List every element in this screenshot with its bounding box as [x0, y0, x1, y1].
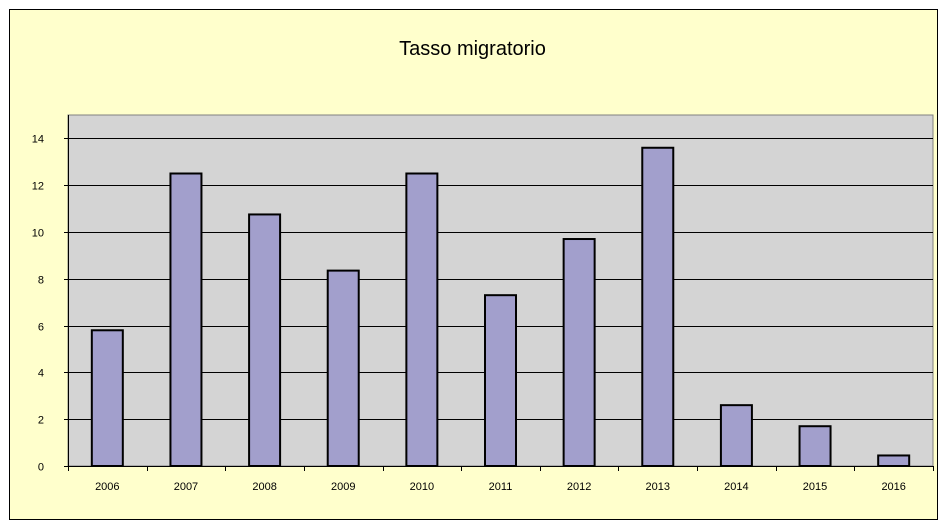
bar-2013 — [641, 146, 675, 467]
bar-2012 — [562, 238, 596, 467]
x-tick-label: 2014 — [724, 481, 748, 493]
x-tick-label: 2013 — [646, 481, 670, 493]
x-tick-label: 2016 — [881, 481, 905, 493]
bar-2006 — [90, 329, 124, 467]
x-tick-label: 2012 — [567, 481, 591, 493]
x-tick-label: 2007 — [174, 481, 198, 493]
x-tick-label: 2006 — [95, 481, 119, 493]
x-tick-label: 2010 — [410, 481, 434, 493]
x-tick-label: 2009 — [331, 481, 355, 493]
bar-2015 — [798, 425, 832, 467]
y-tick-label: 12 — [32, 181, 44, 193]
bar-2008 — [248, 213, 282, 467]
y-tick-label: 0 — [38, 462, 44, 474]
y-tick-label: 6 — [38, 322, 44, 334]
x-tick-label: 2011 — [489, 481, 513, 493]
chart-title: Tasso migratorio — [399, 38, 546, 60]
y-tick-label: 4 — [38, 368, 44, 380]
bar-2009 — [326, 269, 360, 467]
bar-2011 — [484, 294, 517, 467]
bar-2014 — [719, 404, 753, 468]
bar-2007 — [169, 172, 203, 467]
x-tick-label: 2008 — [252, 481, 276, 493]
y-tick-label: 10 — [32, 228, 44, 240]
y-tick-label: 14 — [32, 134, 44, 146]
x-tick-label: 2015 — [803, 481, 827, 493]
bar-2016 — [877, 454, 911, 468]
bar-2010 — [405, 172, 439, 467]
y-tick-label: 2 — [38, 415, 44, 427]
y-tick-label: 8 — [38, 275, 44, 287]
